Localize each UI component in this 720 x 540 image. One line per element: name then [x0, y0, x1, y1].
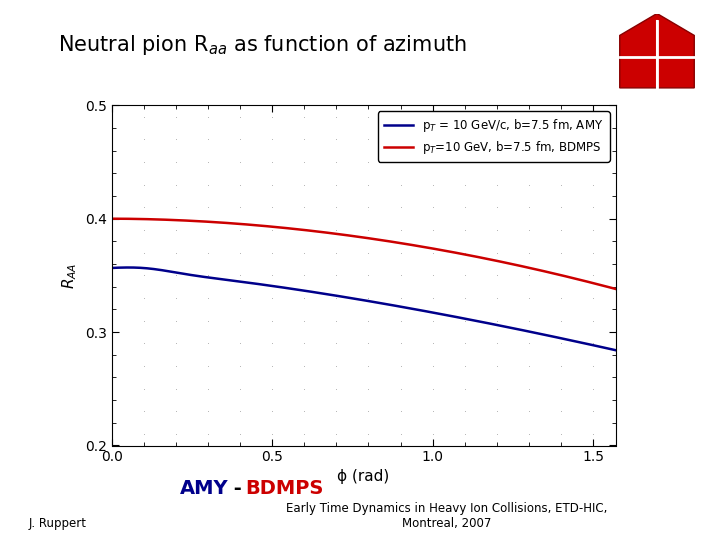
Text: AMY: AMY [180, 479, 229, 498]
Text: BDMPS: BDMPS [245, 479, 323, 498]
Legend: p$_T$ = 10 GeV/c, b=7.5 fm, AMY, p$_T$=10 GeV, b=7.5 fm, BDMPS: p$_T$ = 10 GeV/c, b=7.5 fm, AMY, p$_T$=1… [377, 111, 610, 162]
Text: J. Ruppert: J. Ruppert [29, 517, 87, 530]
Text: -: - [227, 479, 248, 498]
X-axis label: ϕ (rad): ϕ (rad) [338, 469, 390, 483]
Text: Early Time Dynamics in Heavy Ion Collisions, ETD-HIC,
Montreal, 2007: Early Time Dynamics in Heavy Ion Collisi… [286, 502, 607, 530]
Polygon shape [620, 14, 694, 88]
Text: Neutral pion R$_{aa}$ as function of azimuth: Neutral pion R$_{aa}$ as function of azi… [58, 33, 467, 57]
Y-axis label: $R_{AA}$: $R_{AA}$ [60, 262, 79, 288]
